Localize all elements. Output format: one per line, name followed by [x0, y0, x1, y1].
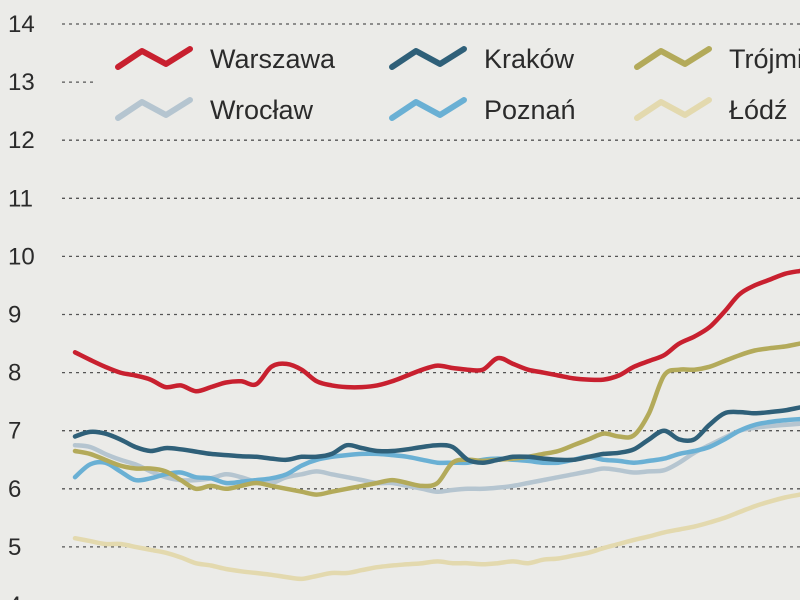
legend-background [95, 28, 800, 138]
legend-item-trójmiasto: Trójmiasto [634, 44, 800, 74]
y-tick-label-5: 5 [8, 534, 21, 561]
series-line-trójmiasto [72, 341, 800, 497]
series-line-łódź [72, 492, 800, 582]
legend-item-poznań: Poznań [389, 95, 576, 125]
legend-label: Trójmiasto [729, 44, 800, 74]
legend-label: Wrocław [210, 95, 314, 125]
legend-swatch [634, 46, 712, 70]
y-tick-label-10: 10 [8, 243, 35, 270]
y-tick-label-11: 11 [8, 185, 33, 212]
y-tick-label-7: 7 [8, 418, 21, 445]
y-tick-label-4: 4 [8, 592, 21, 600]
y-tick-label-13: 13 [8, 69, 35, 96]
legend-label: Poznań [484, 95, 576, 125]
legend-swatch [115, 46, 193, 70]
y-tick-label-12: 12 [8, 127, 35, 154]
y-tick-label-6: 6 [8, 476, 21, 503]
y-axis-ticks: 4 5 6 7 8 9 10 11 12 13 14 [8, 11, 35, 600]
y-tick-label-9: 9 [8, 302, 21, 329]
y-tick-label-8: 8 [8, 360, 21, 387]
series-line-poznań [72, 416, 800, 486]
series-line-warszawa [72, 268, 800, 394]
legend-item-wrocław: Wrocław [115, 95, 314, 125]
legend-item-kraków: Kraków [389, 44, 575, 74]
legend-swatch [115, 97, 193, 121]
y-tick-label-14: 14 [8, 11, 35, 38]
legend-item-warszawa: Warszawa [115, 44, 336, 74]
legend-swatch [389, 46, 467, 70]
legend-item-łódź: Łódź [634, 95, 788, 125]
series-line-kraków [72, 405, 800, 465]
legend-label: Kraków [484, 44, 575, 74]
series-line-wrocław [72, 421, 800, 494]
series-lines [72, 268, 800, 582]
legend-swatch [634, 97, 712, 121]
legend-swatch [389, 97, 467, 121]
legend-label: Warszawa [210, 44, 336, 74]
legend-label: Łódź [729, 95, 788, 125]
legend: Warszawa Kraków Trójmiasto Wrocław Poznań Łód… [115, 44, 800, 125]
